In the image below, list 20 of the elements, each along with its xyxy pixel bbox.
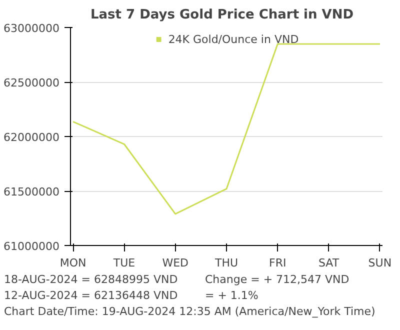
x-tick-label: TUE xyxy=(112,256,136,270)
y-tick-label: 62500000 xyxy=(4,76,60,90)
chart-title: Last 7 Days Gold Price Chart in VND xyxy=(90,8,354,22)
text: Chart Date/Time: 19-AUG-2024 12:35 AM (America/New_York Time) xyxy=(4,304,376,320)
legend-label: 24K Gold/Ounce in VND xyxy=(168,32,299,46)
y-tick-label: 61500000 xyxy=(4,186,60,198)
text: = + 1.1% xyxy=(205,289,258,302)
y-tick-label: 63000000 xyxy=(4,22,60,35)
x-tick-label: SAT xyxy=(318,256,340,270)
x-tick-label: WED xyxy=(162,256,188,270)
x-tick-label: THU xyxy=(214,256,238,270)
x-tick-label: SUN xyxy=(368,256,392,270)
text: Change = + 712,547 VND xyxy=(205,273,350,286)
line-series xyxy=(72,43,381,215)
text: 18-AUG-2024 = 62848995 VND xyxy=(4,273,178,286)
x-tick-label: MON xyxy=(60,256,86,270)
text: 12-AUG-2024 = 62136448 VND xyxy=(4,289,178,302)
y-tick-label: 61000000 xyxy=(4,240,60,253)
y-tick-label: 62000000 xyxy=(4,131,60,144)
x-tick-label: FRI xyxy=(269,256,286,270)
